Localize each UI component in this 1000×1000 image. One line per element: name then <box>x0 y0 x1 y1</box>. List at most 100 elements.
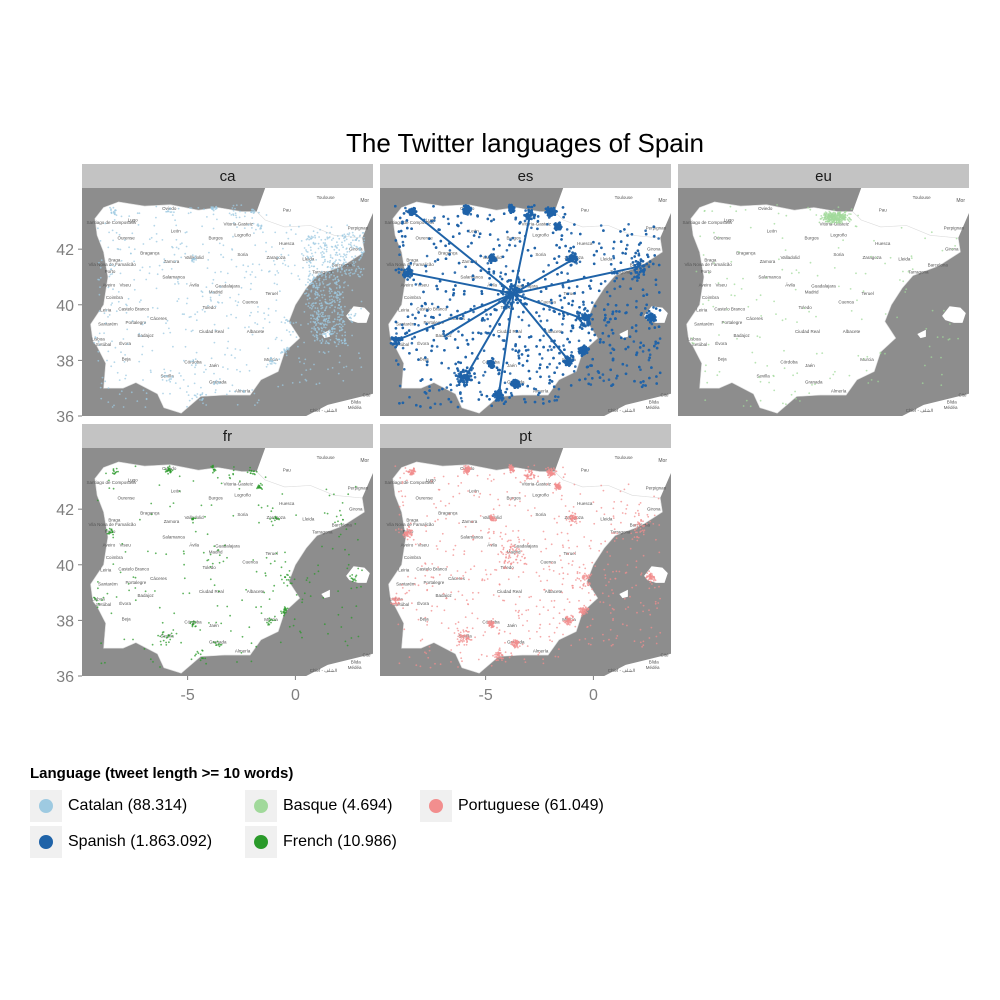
tweet-point <box>536 219 540 223</box>
tweet-point <box>127 297 130 300</box>
tweet-point <box>558 294 562 298</box>
tweet-point <box>453 338 457 341</box>
balearic-island <box>942 306 966 323</box>
tweet-point <box>526 354 530 358</box>
tweet-point <box>141 266 144 269</box>
tweet-point <box>226 368 229 370</box>
tweet-point <box>106 359 108 362</box>
tweet-point <box>637 273 640 276</box>
tweet-point <box>587 331 591 335</box>
tweet-point <box>454 374 458 377</box>
tweet-point <box>656 341 660 345</box>
tweet-point <box>358 275 360 278</box>
tweet-point <box>551 211 554 214</box>
tweet-point <box>612 254 615 258</box>
tweet-point <box>145 392 148 395</box>
place-label: Beja <box>420 356 430 361</box>
tweet-point <box>300 240 303 242</box>
tweet-point <box>477 381 481 385</box>
tweet-point <box>943 309 945 312</box>
tweet-point <box>410 302 413 306</box>
tweet-point <box>169 211 172 214</box>
tweet-point <box>257 306 259 308</box>
tweet-point <box>518 384 522 388</box>
tweet-point <box>476 214 479 217</box>
tweet-point <box>137 224 140 226</box>
tweet-point <box>330 332 333 335</box>
tweet-point <box>338 361 341 364</box>
tweet-point <box>359 357 361 360</box>
tweet-point <box>429 406 432 409</box>
tweet-point <box>759 380 762 383</box>
tweet-point <box>315 336 318 339</box>
tweet-point <box>236 226 238 229</box>
tweet-point <box>465 383 468 387</box>
tweet-point <box>320 330 323 332</box>
tweet-point <box>227 340 230 343</box>
tweet-point <box>518 335 521 339</box>
tweet-point <box>597 242 601 245</box>
tweet-point <box>312 286 315 289</box>
tweet-point <box>174 260 177 263</box>
tweet-point <box>342 320 345 323</box>
tweet-point <box>647 309 651 313</box>
tweet-point <box>490 219 493 223</box>
tweet-point <box>331 257 334 260</box>
tweet-point <box>314 280 317 283</box>
tweet-point <box>713 231 715 234</box>
tweet-point <box>107 350 110 353</box>
tweet-point <box>837 217 839 220</box>
place-label: Viseu <box>120 283 132 288</box>
tweet-point <box>514 349 518 353</box>
tweet-point <box>287 254 290 256</box>
tweet-point <box>117 300 120 303</box>
tweet-point <box>463 289 466 293</box>
tweet-point <box>155 240 158 243</box>
tweet-point <box>428 237 431 240</box>
tweet-point <box>489 258 493 262</box>
place-label: Lugo <box>128 217 139 222</box>
tweet-point <box>619 240 623 243</box>
tweet-point <box>155 233 158 235</box>
tweet-point <box>144 406 147 408</box>
tweet-point <box>527 369 531 373</box>
tweet-point <box>104 322 107 325</box>
tweet-point <box>327 368 329 371</box>
balearic-island <box>973 303 984 310</box>
tweet-point <box>548 381 551 385</box>
place-label: Bragança <box>736 251 756 256</box>
tweet-point <box>832 373 835 376</box>
road-line <box>395 292 515 342</box>
tweet-point <box>423 314 427 318</box>
tweet-point <box>358 352 360 355</box>
tweet-point <box>501 255 505 259</box>
tweet-point <box>327 342 330 345</box>
tweet-point <box>112 288 114 291</box>
tweet-point <box>829 377 831 380</box>
tweet-point <box>564 360 568 363</box>
tweet-point <box>587 316 591 320</box>
place-label: Blida <box>351 399 362 404</box>
place-label: Braga <box>406 258 419 263</box>
tweet-point <box>733 294 736 297</box>
tweet-point <box>579 323 583 327</box>
tweet-point <box>496 293 500 296</box>
tweet-point <box>514 343 517 346</box>
tweet-point <box>586 309 589 313</box>
tweet-point <box>537 393 540 397</box>
tweet-point <box>410 274 414 277</box>
tweet-point <box>328 236 330 239</box>
tweet-point <box>350 236 352 239</box>
tweet-point <box>808 310 810 313</box>
tweet-point <box>561 373 565 376</box>
tweet-point <box>524 400 527 404</box>
place-label: Tarragona <box>312 270 333 275</box>
tweet-point <box>336 283 338 286</box>
tweet-point <box>162 392 164 395</box>
tweet-point <box>174 283 176 285</box>
tweet-point <box>533 204 536 207</box>
road-line <box>512 213 532 294</box>
tweet-point <box>571 299 575 303</box>
place-label: Sevilla <box>757 374 771 379</box>
